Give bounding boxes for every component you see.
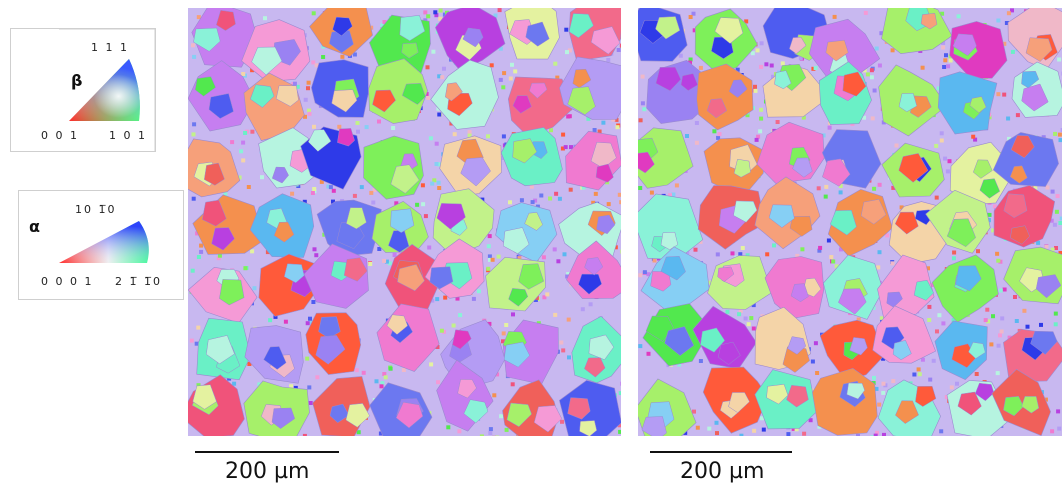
scale-bar-label: 200 µm <box>680 459 765 484</box>
ebsd-grain-map-right <box>638 8 1062 436</box>
beta-ipf-triangle <box>59 28 156 151</box>
alpha-label-10-10: 10 1̅0 <box>75 203 117 216</box>
scale-bar-line <box>650 451 792 453</box>
scale-bar-left: 200 µm <box>195 451 340 487</box>
beta-symbol: β <box>71 71 83 90</box>
alpha-symbol: α <box>29 217 40 236</box>
ebsd-orientation-map-right <box>638 8 1062 436</box>
ebsd-grain-map-left <box>188 8 621 436</box>
alpha-label-2-1-10: 2 1̅ 1̅0 <box>115 275 162 288</box>
alpha-phase-ipf-legend: α 10 1̅0 0 0 0 1 2 1̅ 1̅0 <box>18 190 184 300</box>
scale-bar-line <box>195 451 339 453</box>
alpha-label-0001: 0 0 0 1 <box>41 275 94 288</box>
alpha-ipf-triangle <box>59 221 149 263</box>
scale-bar-right: 200 µm <box>650 451 795 487</box>
beta-phase-ipf-legend: β 1 1 1 0 0 1 1 0 1 <box>10 28 156 152</box>
scale-bar-label: 200 µm <box>225 459 310 484</box>
ebsd-orientation-map-left <box>188 8 621 436</box>
beta-label-101: 1 0 1 <box>109 129 147 142</box>
beta-label-111: 1 1 1 <box>91 41 129 54</box>
beta-label-001: 0 0 1 <box>41 129 79 142</box>
